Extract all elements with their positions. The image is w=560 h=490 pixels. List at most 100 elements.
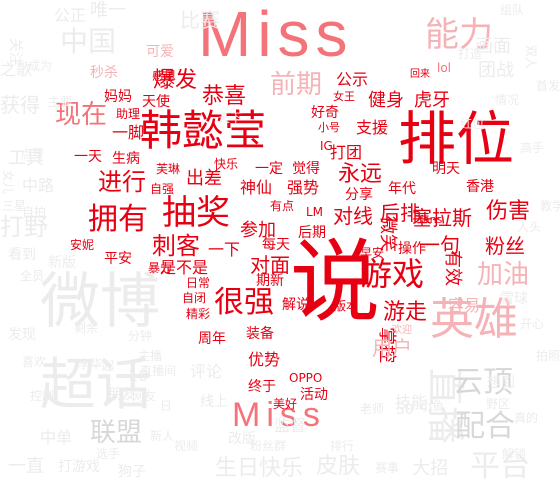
word-159: 开心	[520, 317, 545, 331]
word-27: 后排	[380, 201, 420, 225]
word-125: 画面	[475, 36, 511, 57]
word-128: 网友	[132, 389, 157, 403]
word-153: 天下	[218, 111, 243, 125]
word-28: 塞拉斯	[412, 206, 472, 230]
word-14: 平台	[470, 449, 530, 484]
word-71: 早安	[360, 246, 385, 260]
word-147: 李华	[78, 357, 103, 371]
word-109: 看到	[8, 247, 36, 263]
word-79: IG	[320, 139, 333, 153]
word-24: 恭喜	[202, 84, 247, 109]
word-98: 雪球	[500, 291, 528, 307]
word-17: 中国	[60, 25, 117, 58]
word-21: 进行	[98, 168, 146, 196]
word-93: 暴力	[148, 261, 173, 275]
word-60: 版本	[334, 299, 359, 313]
word-58: 活动	[300, 387, 328, 403]
word-33: 游走	[383, 300, 428, 325]
word-113: 中单	[40, 428, 73, 447]
word-40: 强势	[287, 178, 320, 197]
word-70: 后期	[298, 225, 326, 241]
word-149: 三星	[2, 199, 27, 213]
word-68: 一定	[255, 161, 283, 177]
word-118: 皮肤	[316, 454, 361, 479]
word-47: 妈妈	[104, 89, 132, 105]
word-135: 主要	[48, 95, 73, 109]
word-156: 小鱼	[420, 399, 445, 413]
word-121: 技能	[395, 393, 428, 412]
word-67: 觉得	[292, 161, 320, 177]
word-152: 主播	[138, 349, 163, 363]
word-133: 成为	[28, 59, 53, 73]
word-53: 是不是	[160, 258, 209, 277]
word-117: 生日快乐	[215, 456, 304, 481]
word-92: 美好	[273, 397, 298, 411]
word-54: 周年	[198, 331, 226, 347]
word-20: 加油	[477, 260, 530, 290]
word-167: 拍照	[536, 349, 560, 363]
word-30: 粉丝	[485, 234, 525, 258]
word-69: 每天	[262, 237, 290, 253]
word-143: 日	[160, 399, 173, 413]
word-6: 微博	[40, 267, 160, 337]
word-161: 红包	[460, 117, 485, 131]
word-19: 现在	[55, 100, 108, 130]
word-78: 自强	[150, 182, 175, 196]
word-108: 自拍	[22, 205, 47, 219]
word-74: 自闭	[182, 291, 207, 305]
word-61: 操作	[398, 241, 426, 257]
word-124: 双人	[524, 45, 538, 70]
word-106: 打野	[0, 213, 48, 241]
word-62: 香港	[466, 179, 494, 195]
word-64: 分享	[345, 187, 373, 203]
word-102: 公正	[54, 6, 87, 25]
word-86: lol	[437, 61, 452, 75]
word-91: OPPO	[289, 371, 323, 385]
word-101: 唯一	[90, 0, 126, 21]
word-80: 小号	[318, 121, 340, 134]
word-144: 分钟	[128, 329, 153, 343]
word-83: fans	[419, 213, 443, 226]
word-66: 好奇	[311, 105, 339, 121]
word-151: 一起	[90, 359, 115, 373]
word-162: 组队	[500, 3, 525, 17]
word-123: 团战	[478, 60, 514, 81]
word-12: 很强	[214, 285, 274, 320]
word-81: 女王	[333, 90, 355, 103]
word-169: 首发	[536, 79, 560, 93]
word-15: 云顶	[453, 365, 513, 400]
word-157: 野区	[486, 397, 511, 411]
word-165: 全员	[20, 269, 45, 283]
word-23: 爆发	[153, 68, 198, 93]
word-4: Miss	[232, 396, 326, 434]
word-148: 点赞	[20, 147, 45, 161]
word-31: 一句	[420, 233, 460, 257]
word-1: 能力	[425, 15, 493, 55]
word-140: 剩余	[74, 321, 99, 335]
word-141: 10	[128, 366, 149, 385]
word-73: 日常	[186, 276, 211, 290]
word-77: 快乐	[214, 157, 239, 171]
word-46: 一脚	[112, 123, 145, 142]
word-41: 打团	[330, 143, 363, 162]
word-110: 新版	[48, 255, 76, 271]
word-107: 中路	[22, 176, 55, 195]
word-51: 一下	[208, 240, 241, 259]
word-2: 韩懿莹	[140, 106, 267, 155]
word-26: 对线	[333, 204, 373, 228]
word-36: 对面	[250, 253, 290, 277]
word-16: 配合	[455, 409, 515, 444]
word-25: 永远	[338, 162, 383, 187]
word-129: 朋友	[108, 387, 136, 403]
word-95: 欢迎	[392, 325, 412, 336]
word-5: 说	[290, 230, 380, 335]
word-75: 有点	[270, 199, 295, 213]
word-9: 抽奖	[162, 193, 230, 233]
word-38: 出差	[186, 168, 222, 189]
word-87: 助理	[116, 107, 141, 121]
word-11: 游戏	[360, 255, 425, 293]
word-88: 感恩	[152, 69, 177, 83]
word-99: 评论	[190, 362, 223, 381]
word-111: 发现	[8, 327, 36, 343]
